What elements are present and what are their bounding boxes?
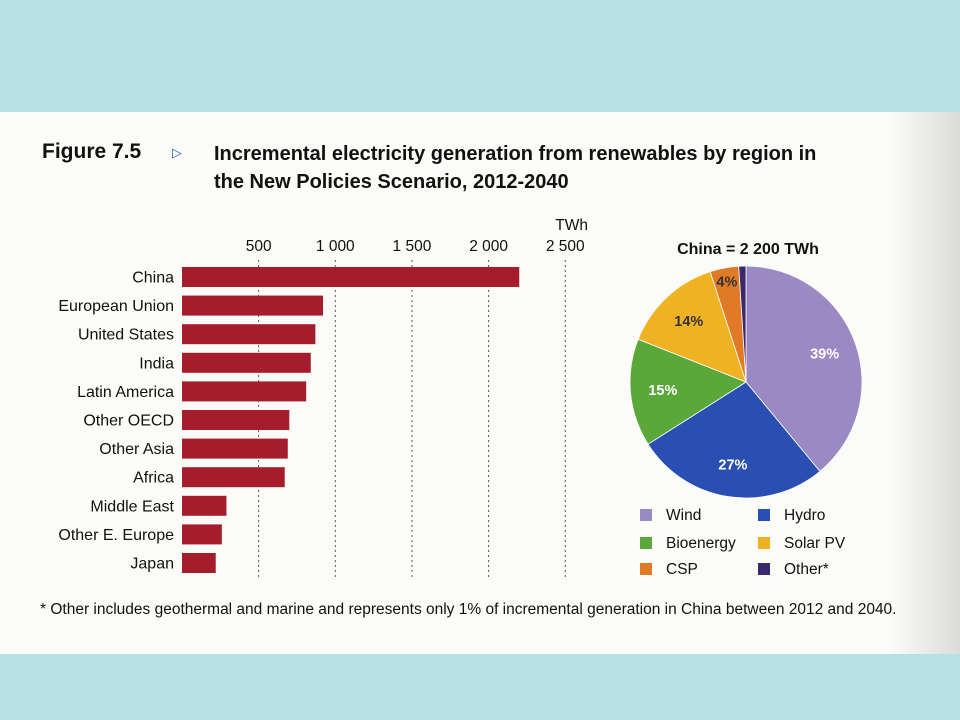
pie-data-label: 39%	[810, 347, 839, 363]
bar	[182, 495, 227, 516]
bar	[182, 381, 307, 402]
category-label: India	[139, 355, 174, 372]
category-label: United States	[78, 327, 174, 344]
category-label: Other Asia	[99, 441, 174, 458]
bar	[182, 267, 520, 287]
book-page: Figure 7.5 ▷ Incremental electricity gen…	[0, 112, 960, 654]
legend-label: Other*	[784, 561, 829, 578]
page-edge-shadow	[890, 112, 960, 654]
x-tick-label: 1 000	[316, 238, 355, 255]
legend-swatch	[640, 537, 652, 549]
legend-label: Wind	[666, 507, 701, 524]
legend-swatch	[640, 563, 652, 575]
footnote: * Other includes geothermal and marine a…	[40, 601, 897, 618]
x-unit-label: TWh	[555, 217, 588, 234]
figure-label: Figure 7.5	[42, 140, 142, 163]
legend-label: Bioenergy	[666, 535, 736, 552]
pie-slice	[647, 381, 821, 499]
pie-title: China = 2 200 TWh	[677, 241, 819, 258]
pie-data-label: 4%	[716, 275, 737, 291]
category-label: Other E. Europe	[58, 527, 174, 544]
figure-title-line-2: the New Policies Scenario, 2012-2040	[214, 171, 569, 193]
pie-slice	[629, 338, 747, 445]
bottom-accent-band	[0, 654, 960, 720]
figure-title: Incremental electricity generation from …	[214, 140, 934, 196]
pie-data-label: 15%	[648, 383, 677, 399]
bar	[182, 324, 316, 345]
triangle-right-icon: ▷	[172, 145, 182, 160]
chart-canvas: TWh 500 1 000 1 500 2 000 2 500 China European …	[58, 217, 863, 580]
top-accent-band	[0, 0, 960, 112]
x-tick-label: 500	[246, 238, 272, 255]
bar	[182, 467, 285, 488]
category-label: Other OECD	[83, 413, 174, 430]
legend-label: Hydro	[784, 507, 825, 524]
pie-slice	[745, 265, 863, 472]
legend-swatch	[758, 537, 770, 549]
bar	[182, 524, 222, 545]
legend-label: Solar PV	[784, 535, 846, 552]
x-tick-label: 2 500	[546, 238, 585, 255]
pie-slice	[738, 265, 747, 383]
category-label: European Union	[58, 298, 174, 315]
category-label: Latin America	[77, 384, 174, 401]
bar	[182, 352, 311, 373]
pie-data-label: 27%	[718, 457, 747, 473]
bar	[182, 553, 216, 573]
legend-label: CSP	[666, 561, 698, 578]
x-tick-label: 1 500	[393, 238, 432, 255]
bar	[182, 295, 324, 316]
pie-data-label: 14%	[674, 314, 703, 330]
x-tick-label: 2 000	[469, 238, 508, 255]
legend-swatch	[640, 509, 652, 521]
legend-swatch	[758, 563, 770, 575]
category-label: Japan	[130, 556, 174, 573]
figure-title-line-1: Incremental electricity generation from …	[214, 143, 817, 165]
category-label: Africa	[133, 470, 174, 487]
category-label: Middle East	[90, 498, 174, 515]
category-label: China	[132, 270, 174, 287]
bar	[182, 438, 288, 459]
bar	[182, 410, 290, 430]
legend-swatch	[758, 509, 770, 521]
